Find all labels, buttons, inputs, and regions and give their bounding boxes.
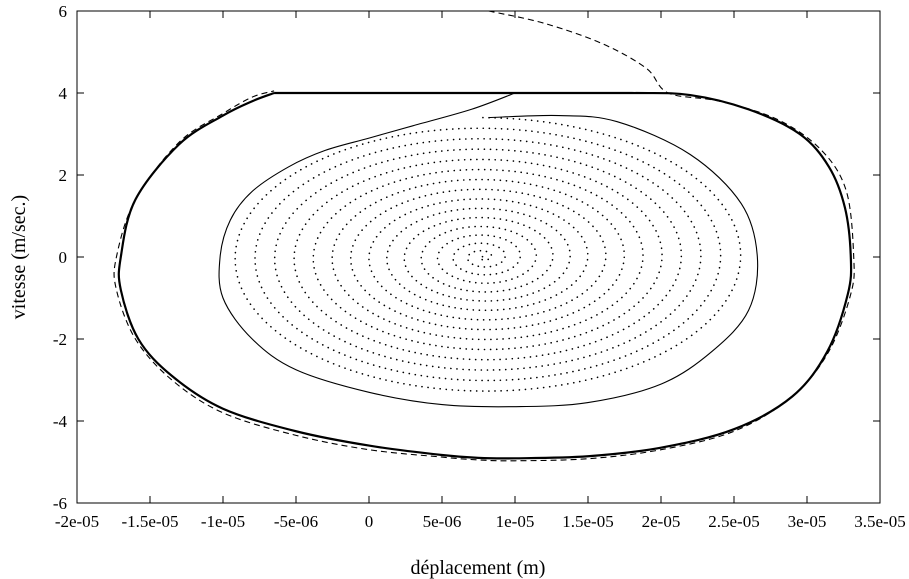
series-dashed-line (113, 10, 855, 462)
series-layer (113, 10, 855, 462)
y-axis-title: vitesse (m/sec.) (8, 195, 30, 319)
x-tick-label: -2e-05 (55, 512, 99, 531)
x-tick-label: 5e-06 (423, 512, 462, 531)
x-tick-label: 2e-05 (642, 512, 681, 531)
y-tick-label: -4 (53, 412, 68, 431)
x-tick-label: 1e-05 (496, 512, 535, 531)
x-tick-label: 1.5e-05 (562, 512, 613, 531)
y-tick-label: 0 (59, 248, 68, 267)
y-tick-label: -2 (53, 330, 67, 349)
y-tick-label: 2 (59, 166, 68, 185)
y-tick-label: 6 (59, 2, 68, 21)
series-bold-line (117, 91, 853, 460)
x-tick-label: 2.5e-05 (708, 512, 759, 531)
plot-frame (76, 10, 881, 504)
series-solid-line (218, 92, 759, 408)
x-tick-label: -1.5e-05 (121, 512, 178, 531)
tick-labels: -2e-05 -1.5e-05 -1e-05 -5e-06 0 5e-06 1e-05 1.5… (53, 2, 906, 531)
y-tick-label: -6 (53, 494, 67, 513)
series-dotted-spiral (234, 116, 742, 392)
x-axis-title: déplacement (m) (411, 557, 546, 579)
x-tick-label: 3.5e-05 (854, 512, 905, 531)
x-tick-label: -5e-06 (274, 512, 318, 531)
x-tick-label: -1e-05 (201, 512, 245, 531)
x-tick-label: 0 (365, 512, 374, 531)
axis-ticks (76, 10, 881, 504)
y-tick-label: 4 (59, 84, 68, 103)
x-tick-label: 3e-05 (788, 512, 827, 531)
